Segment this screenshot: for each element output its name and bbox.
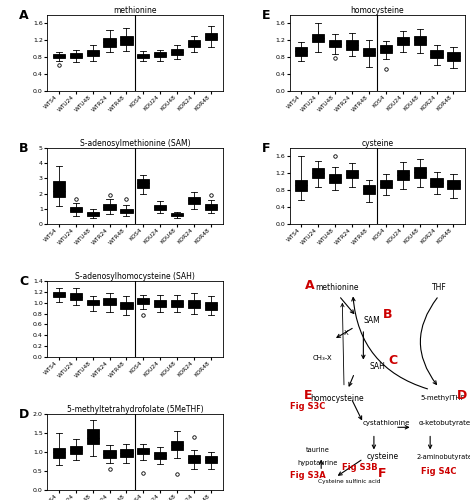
PathPatch shape [120, 36, 133, 44]
PathPatch shape [171, 49, 183, 55]
PathPatch shape [363, 48, 375, 56]
PathPatch shape [380, 180, 392, 188]
Text: CH₃-X: CH₃-X [313, 356, 333, 362]
Text: A: A [306, 278, 315, 291]
PathPatch shape [120, 209, 133, 214]
Text: Fig S3A: Fig S3A [290, 471, 325, 480]
PathPatch shape [205, 456, 217, 464]
PathPatch shape [171, 300, 183, 307]
Text: Fig S4C: Fig S4C [422, 466, 457, 475]
PathPatch shape [295, 180, 307, 191]
PathPatch shape [70, 293, 82, 300]
PathPatch shape [312, 34, 324, 42]
Text: 2-aminobutyrate: 2-aminobutyrate [416, 454, 470, 460]
PathPatch shape [53, 182, 65, 196]
PathPatch shape [431, 50, 443, 58]
PathPatch shape [70, 53, 82, 59]
PathPatch shape [380, 46, 392, 53]
Text: cysteine: cysteine [367, 452, 399, 461]
Text: 5-methylTHF: 5-methylTHF [420, 395, 465, 401]
Text: D: D [19, 408, 29, 421]
PathPatch shape [137, 179, 149, 188]
PathPatch shape [188, 198, 200, 204]
PathPatch shape [329, 174, 341, 182]
PathPatch shape [120, 449, 133, 456]
PathPatch shape [53, 292, 65, 298]
PathPatch shape [205, 204, 217, 210]
PathPatch shape [346, 40, 358, 50]
PathPatch shape [188, 40, 200, 46]
PathPatch shape [447, 180, 460, 190]
Text: A: A [19, 9, 29, 22]
PathPatch shape [154, 300, 166, 306]
PathPatch shape [329, 40, 341, 46]
PathPatch shape [205, 32, 217, 40]
PathPatch shape [154, 52, 166, 57]
Text: D: D [456, 390, 467, 402]
Title: 5-methyltetrahydrofolate (5MeTHF): 5-methyltetrahydrofolate (5MeTHF) [67, 405, 203, 414]
PathPatch shape [103, 298, 116, 306]
PathPatch shape [53, 54, 65, 58]
PathPatch shape [431, 178, 443, 187]
PathPatch shape [295, 46, 307, 56]
Text: THF: THF [431, 283, 446, 292]
PathPatch shape [137, 54, 149, 58]
Text: homocysteine: homocysteine [310, 394, 364, 402]
PathPatch shape [86, 300, 99, 306]
PathPatch shape [53, 448, 65, 458]
PathPatch shape [188, 300, 200, 308]
Text: SAH: SAH [369, 362, 385, 371]
Text: α-ketobutyrate: α-ketobutyrate [418, 420, 470, 426]
Text: C: C [19, 275, 28, 288]
PathPatch shape [312, 168, 324, 177]
Text: hypotaurine: hypotaurine [298, 460, 338, 466]
Text: B: B [19, 142, 28, 155]
PathPatch shape [103, 450, 116, 458]
PathPatch shape [414, 167, 426, 177]
PathPatch shape [137, 298, 149, 304]
PathPatch shape [120, 302, 133, 309]
PathPatch shape [86, 429, 99, 444]
Title: cysteine: cysteine [361, 139, 393, 148]
Text: E: E [304, 390, 312, 402]
PathPatch shape [346, 170, 358, 178]
Text: cystathionine: cystathionine [362, 420, 410, 426]
Text: Fig S3C: Fig S3C [290, 402, 325, 411]
PathPatch shape [70, 446, 82, 454]
Title: homocysteine: homocysteine [351, 6, 404, 15]
Title: S-adenosylmethionine (SAM): S-adenosylmethionine (SAM) [79, 139, 190, 148]
PathPatch shape [103, 204, 116, 210]
PathPatch shape [103, 38, 116, 46]
Text: F: F [377, 467, 386, 480]
PathPatch shape [137, 448, 149, 454]
Text: E: E [261, 9, 270, 22]
PathPatch shape [171, 214, 183, 216]
Text: Fig S3B: Fig S3B [342, 462, 378, 471]
Text: X: X [344, 330, 348, 336]
PathPatch shape [86, 212, 99, 216]
Title: S-adenosylhomocysteine (SAH): S-adenosylhomocysteine (SAH) [75, 272, 195, 281]
Text: SAM: SAM [364, 316, 381, 325]
Text: taurine: taurine [306, 448, 329, 454]
PathPatch shape [205, 302, 217, 310]
PathPatch shape [397, 37, 409, 44]
PathPatch shape [171, 440, 183, 450]
PathPatch shape [447, 52, 460, 60]
Title: methionine: methionine [113, 6, 157, 15]
PathPatch shape [188, 454, 200, 462]
Text: C: C [388, 354, 397, 367]
PathPatch shape [70, 208, 82, 212]
Text: F: F [261, 142, 270, 155]
Text: B: B [383, 308, 392, 321]
PathPatch shape [363, 185, 375, 194]
PathPatch shape [414, 36, 426, 44]
PathPatch shape [86, 50, 99, 56]
PathPatch shape [397, 170, 409, 179]
Text: Cysteine sulfinic acid: Cysteine sulfinic acid [318, 479, 380, 484]
PathPatch shape [154, 205, 166, 210]
Text: methionine: methionine [315, 283, 359, 292]
PathPatch shape [154, 452, 166, 459]
